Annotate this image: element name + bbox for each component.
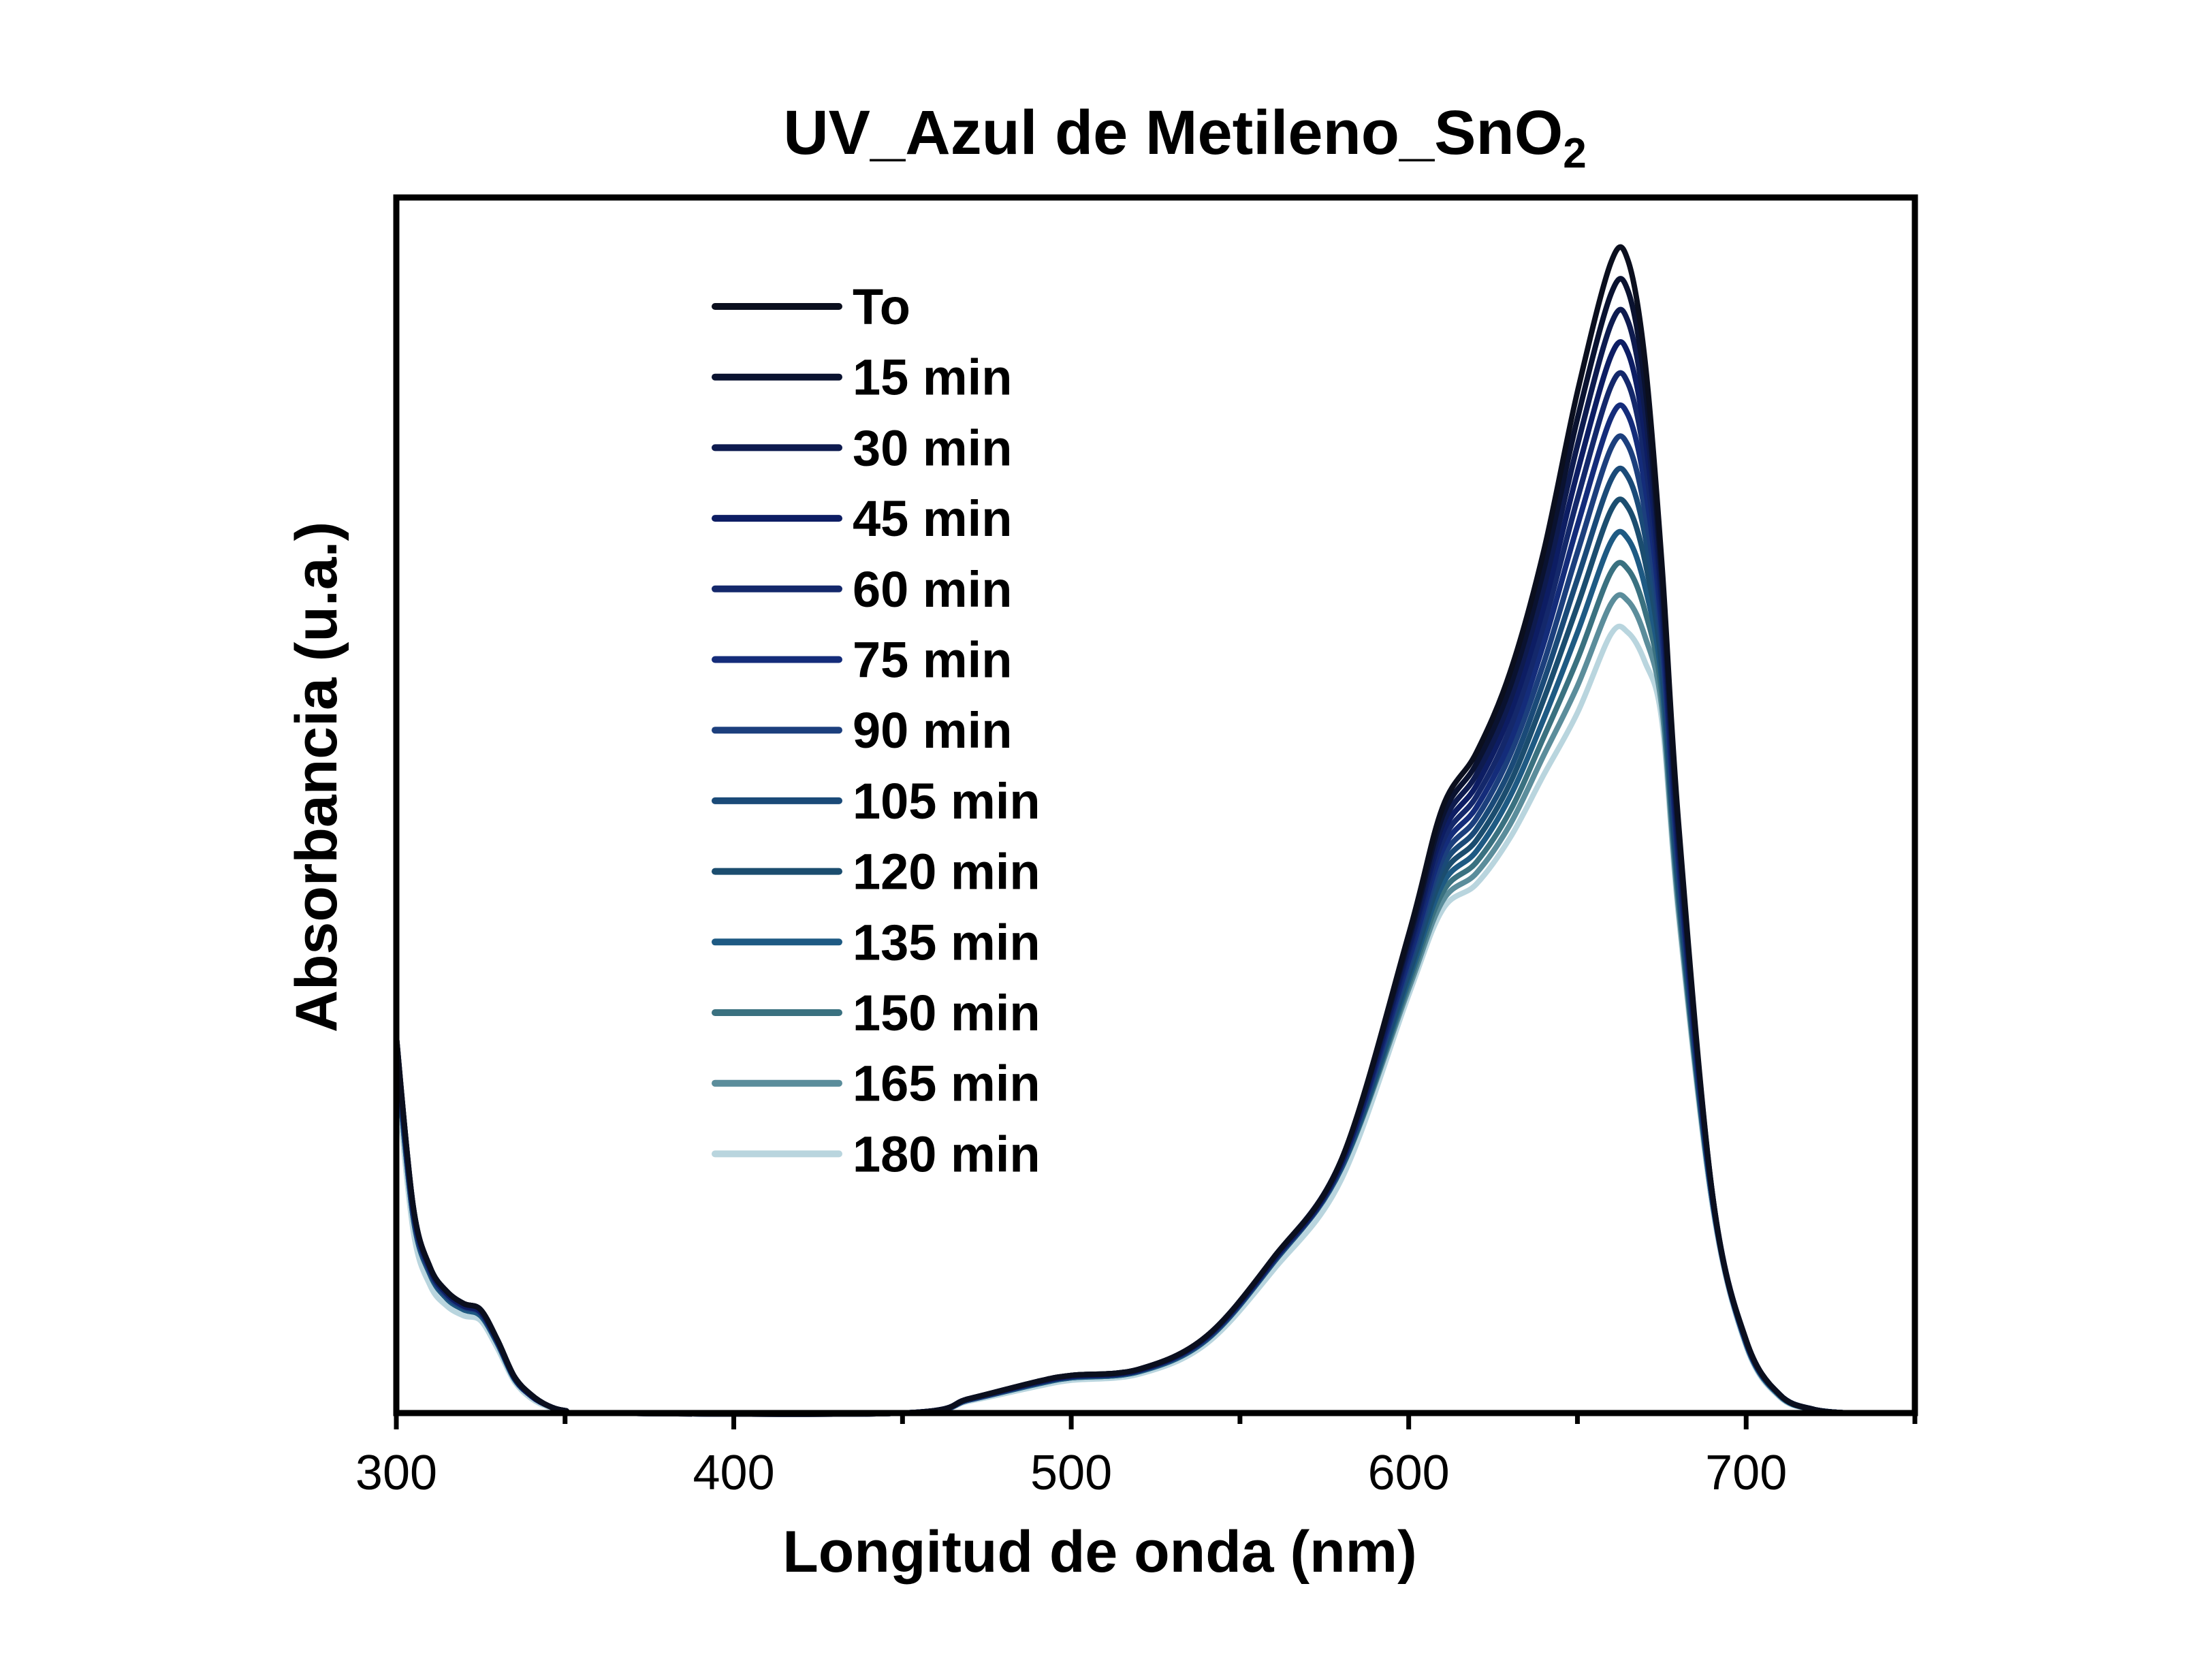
y-axis-label: Absorbancia (u.a.) [284, 522, 349, 1032]
legend-label: 180 min [853, 1126, 1041, 1182]
chart-title: UV_Azul de Metileno_SnO2 [783, 98, 1587, 177]
legend: To 15 min 30 min 45 min 60 min 75 min 90 min 10… [712, 279, 1041, 1182]
x-axis-label: Longitud de onda (nm) [782, 1519, 1416, 1585]
legend-label: 90 min [853, 702, 1012, 759]
series-group [394, 244, 1850, 1417]
x-axis-ticks: 300 400 500 600 700 [355, 1413, 1918, 1500]
legend-label: 105 min [853, 773, 1041, 829]
legend-label: 30 min [853, 419, 1012, 476]
legend-item: 165 min [712, 1056, 1041, 1112]
legend-label: 135 min [853, 914, 1041, 970]
legend-label: To [853, 279, 910, 335]
chart-title-subscript: 2 [1563, 130, 1586, 177]
x-tick-label-600: 600 [1368, 1446, 1450, 1500]
legend-item: 120 min [712, 844, 1041, 900]
legend-label: 150 min [853, 985, 1041, 1041]
legend-item: 45 min [712, 490, 1012, 547]
legend-label: 165 min [853, 1056, 1041, 1112]
legend-item: 60 min [712, 561, 1012, 618]
legend-label: 60 min [853, 561, 1012, 618]
legend-label: 120 min [853, 844, 1041, 900]
x-tick-label-700: 700 [1705, 1446, 1787, 1500]
x-tick-label-300: 300 [355, 1446, 437, 1500]
legend-item: 135 min [712, 914, 1041, 970]
legend-item: 75 min [712, 632, 1012, 688]
legend-label: 15 min [853, 349, 1012, 406]
x-tick-label-400: 400 [693, 1446, 774, 1500]
legend-label: 75 min [853, 632, 1012, 688]
legend-item: 150 min [712, 985, 1041, 1041]
legend-item: 180 min [712, 1126, 1041, 1182]
series-line-to [394, 244, 1850, 1417]
plot-frame [393, 194, 1918, 1416]
chart-title-main: UV_Azul de Metileno_SnO [783, 98, 1563, 168]
legend-item: 105 min [712, 773, 1041, 829]
legend-label: 45 min [853, 490, 1012, 547]
legend-item: To [712, 279, 910, 335]
legend-item: 90 min [712, 702, 1012, 759]
legend-item: 30 min [712, 419, 1012, 476]
legend-item: 15 min [712, 349, 1012, 406]
x-tick-label-500: 500 [1030, 1446, 1112, 1500]
